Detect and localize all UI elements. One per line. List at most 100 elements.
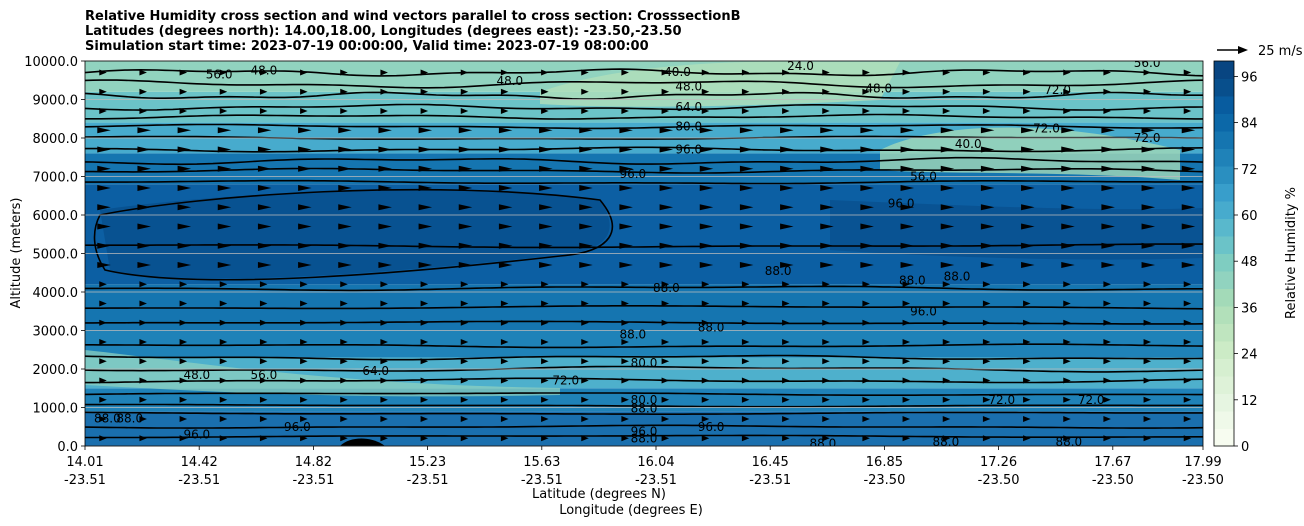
wind-arrow-157: [782, 339, 790, 346]
wind-arrow-164: [1063, 339, 1071, 346]
wind-arrow-457: [458, 127, 473, 134]
wind-arrow-234: [500, 281, 509, 288]
wind-arrow-526: [982, 88, 991, 95]
wind-arrow-469: [940, 127, 955, 134]
wind-arrow-65: [460, 396, 469, 403]
wind-arrow-539: [380, 69, 388, 76]
wind-arrow-203: [380, 300, 388, 307]
wind-arrow-227: [219, 281, 228, 288]
contour-label-31: 88.0: [631, 401, 658, 415]
y-tick-label-4: 4000.0: [33, 286, 79, 301]
wind-arrow-434: [659, 146, 674, 153]
wind-arrow-543: [541, 69, 549, 76]
wind-arrow-502: [1143, 108, 1152, 115]
wind-arrow-265: [619, 262, 633, 269]
title-line-2: Latitudes (degrees north): 14.00,18.00, …: [85, 24, 682, 39]
wind-arrow-263: [539, 262, 553, 269]
wind-arrow-313: [298, 223, 312, 230]
x-tick-lat-5: 16.04: [637, 455, 674, 470]
y-tick-label-5: 5000.0: [33, 248, 79, 263]
contour-label-41: 88.0: [1055, 435, 1082, 449]
wind-arrow-156: [741, 339, 750, 346]
contour-label-32: 96.0: [631, 424, 658, 438]
wind-arrow-153: [621, 339, 629, 346]
wind-arrow-152: [581, 339, 589, 346]
contour-label-4: 48.0: [675, 79, 702, 93]
x-tick-lon-6: -23.51: [749, 473, 791, 488]
wind-arrow-211: [701, 300, 710, 307]
wind-arrow-90: [340, 377, 348, 384]
wind-arrow-397: [298, 165, 312, 172]
contour-label-42: 72.0: [1078, 393, 1105, 407]
wind-arrow-556: [1063, 69, 1071, 76]
wind-arrow-293: [619, 242, 633, 249]
wind-arrow-477: [139, 108, 147, 115]
wind-arrow-253: [137, 262, 151, 269]
wind-arrow-535: [219, 69, 228, 76]
wind-arrow-267: [699, 262, 714, 269]
wind-arrow-463: [699, 127, 714, 134]
wind-arrow-300: [900, 242, 915, 249]
wind-arrow-281: [137, 242, 151, 249]
wind-arrow-5: [300, 435, 308, 442]
wind-arrow-506: [179, 88, 188, 95]
wind-arrow-54: [1143, 416, 1152, 423]
wind-arrow-56: [99, 396, 107, 403]
wind-arrow-532: [99, 69, 107, 76]
x-axis-title: Latitude (degrees N): [532, 487, 666, 502]
wind-arrow-438: [820, 146, 834, 153]
wind-arrow-75: [862, 396, 870, 403]
x-tick-lon-2: -23.51: [292, 473, 334, 488]
wind-arrow-301: [940, 242, 955, 249]
wind-arrow-451: [217, 127, 232, 134]
wind-arrow-161: [942, 339, 951, 346]
wind-arrow-241: [782, 281, 790, 288]
wind-arrow-458: [498, 127, 513, 134]
wind-arrow-29: [139, 416, 147, 423]
colorbar-tick-label-7: 84: [1241, 117, 1258, 132]
wind-arrow-247: [1023, 281, 1031, 288]
wind-arrow-471: [1021, 127, 1035, 134]
wind-arrow-165: [1103, 339, 1111, 346]
wind-arrow-239: [701, 281, 710, 288]
wind-arrow-108: [1063, 377, 1071, 384]
contour-line-1: [85, 79, 1203, 89]
contour-line-8: [85, 156, 1203, 166]
wind-arrow-245: [942, 281, 951, 288]
wind-arrow-362: [1141, 204, 1156, 211]
wind-arrow-197: [139, 300, 147, 307]
colorbar-segment-10: [1214, 253, 1234, 272]
x-axis-title-2: Longitude (degrees E): [559, 503, 703, 518]
wind-arrow-392: [97, 165, 111, 172]
wind-arrow-441: [940, 146, 955, 153]
wind-arrow-332: [1061, 223, 1075, 230]
wind-arrow-138: [1143, 358, 1152, 365]
wind-arrow-277: [1101, 262, 1115, 269]
wind-arrow-99: [701, 377, 710, 384]
wind-arrow-87: [219, 377, 228, 384]
wind-arrow-289: [458, 242, 473, 249]
wind-arrow-41: [621, 416, 629, 423]
wind-arrow-555: [1023, 69, 1031, 76]
wind-arrow-522: [822, 88, 830, 95]
wind-arrow-538: [340, 69, 348, 76]
wind-arrow-295: [699, 242, 714, 249]
wind-arrow-529: [1103, 88, 1111, 95]
x-tick-lat-6: 16.45: [752, 455, 789, 470]
wind-arrow-464: [739, 127, 754, 134]
wind-arrow-221: [1103, 300, 1111, 307]
wind-arrow-125: [621, 358, 629, 365]
wind-arrow-150: [500, 339, 509, 346]
contour-label-8: 96.0: [675, 143, 702, 157]
wind-arrow-519: [701, 88, 710, 95]
wind-arrow-416: [1061, 165, 1075, 172]
wind-arrow-470: [980, 127, 995, 134]
wind-arrow-236: [581, 281, 589, 288]
wind-arrow-372: [418, 185, 433, 192]
contour-label-39: 88.0: [810, 437, 837, 451]
wind-arrow-299: [860, 242, 874, 249]
contour-label-14: 56.0: [910, 170, 937, 184]
wind-arrow-115: [219, 358, 228, 365]
contour-line-17: [85, 365, 1203, 373]
wind-arrow-488: [581, 108, 589, 115]
